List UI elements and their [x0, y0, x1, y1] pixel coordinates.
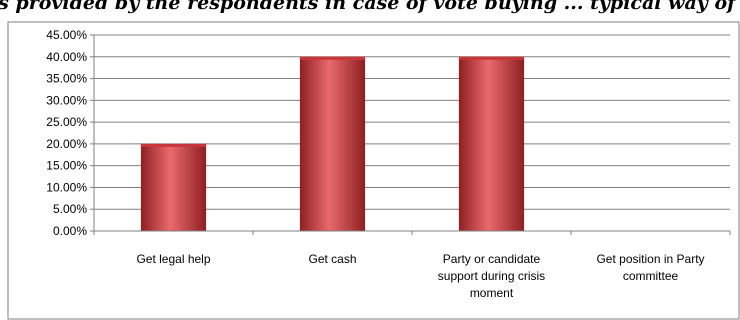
- bars: [140, 56, 525, 232]
- x-tick-label: Get cash: [308, 252, 356, 266]
- y-tick-label: 10.00%: [46, 180, 87, 194]
- y-tick-label: 0.00%: [53, 224, 87, 238]
- y-tick-label: 5.00%: [53, 202, 87, 216]
- bar-top-edge: [458, 56, 525, 60]
- y-tick-label: 20.00%: [46, 137, 87, 151]
- y-axis-ticks: 0.00% 5.00% 10.00% 15.00% 20.00% 25.00% 30.00%…: [46, 28, 94, 238]
- y-tick-label: 25.00%: [46, 115, 87, 129]
- x-axis-ticks: Get legal help Get cash Party or candidate…: [93, 231, 731, 300]
- chart-frame: [7, 21, 740, 320]
- y-tick-label: 30.00%: [46, 93, 87, 107]
- chart-title: ...s provided by the respondents in case…: [0, 0, 740, 14]
- bar-top-edge: [140, 143, 207, 147]
- y-tick-label: 45.00%: [46, 28, 87, 42]
- y-tick-label: 40.00%: [46, 50, 87, 64]
- x-tick-label: Party or candidate support during crisis m…: [438, 252, 545, 300]
- x-tick-label: Get legal help: [136, 252, 210, 266]
- bar: [140, 143, 207, 231]
- bar: [458, 56, 525, 232]
- bar: [299, 56, 366, 232]
- bar-top-edge: [299, 56, 366, 60]
- y-tick-label: 15.00%: [46, 159, 87, 173]
- y-tick-label: 35.00%: [46, 72, 87, 86]
- x-tick-label: Get position in Party committee: [596, 252, 704, 283]
